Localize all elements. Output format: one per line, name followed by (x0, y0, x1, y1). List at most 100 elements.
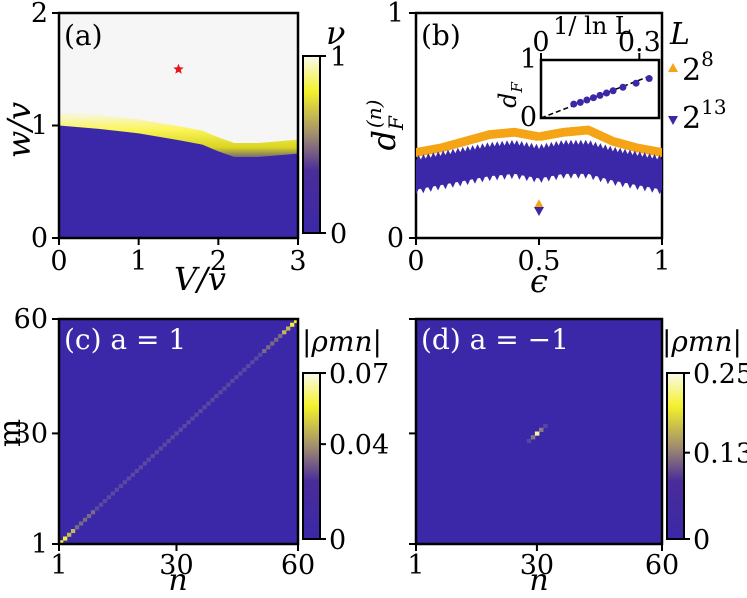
panel-b-y-label: dF(n) (362, 100, 408, 151)
diagonal-cell (118, 484, 124, 489)
diagonal-cell (206, 401, 211, 406)
inset-point (583, 96, 591, 104)
diagonal-cell (226, 382, 231, 387)
x-tick-label: 1 (50, 550, 67, 581)
diagonal-cell (130, 472, 135, 477)
diagonal-cell (154, 450, 159, 455)
legend-2e13-marker (668, 116, 678, 125)
panel-d-colorbar (666, 372, 685, 540)
inset-content (540, 74, 653, 119)
diagonal-cell (82, 517, 88, 522)
panel-b-inset: 0 0.301 1/ ln L dF (494, 12, 661, 133)
star-marker (173, 63, 184, 74)
panel-d-colorbar-label: |ρmn| (662, 325, 742, 358)
panel-a-tag: (a) (64, 19, 103, 52)
center-spot-cell (526, 439, 532, 444)
panel-c-x-ticks: 1 30 60 (50, 544, 315, 581)
inset-point (589, 94, 597, 102)
panel-c-y-label: m (0, 419, 28, 447)
x-tick-label: 1 (653, 246, 670, 277)
panel-d-colorbar-ticks: 0 0.13 0.25 (684, 359, 747, 556)
diagonal-cell (278, 334, 283, 339)
colorbar-tick-label: 0 (693, 525, 710, 556)
colorbar-tick-label: 0.25 (693, 359, 747, 390)
panel-a-colorbar-label: ν (326, 14, 345, 52)
series-2e13-isolated-point (534, 207, 544, 216)
panel-c-colorbar-ticks: 0 0.04 0.07 (320, 359, 389, 556)
inset-x-tick-label: 0.3 (618, 27, 661, 58)
diagonal-cell (134, 469, 139, 474)
inset-point (619, 83, 627, 91)
panel-b: (b) 0 0.5 1 01 ϵ dF(n) 0 0.301 1/ ln L dF L… (362, 0, 727, 300)
x-tick-label: 0.5 (518, 246, 561, 277)
panel-b-x-label: ϵ (530, 262, 548, 300)
diagonal-cell (262, 349, 267, 354)
panel-a-x-label: V/v (174, 260, 226, 298)
x-tick-label: 1 (407, 550, 424, 581)
diagonal-cell (166, 439, 171, 444)
x-tick-label: 1 (130, 246, 147, 277)
legend-2e13-label: 213 (682, 95, 727, 136)
diagonal-cell (70, 529, 76, 534)
inset-point (596, 91, 604, 99)
panel-a-transition-band (59, 111, 298, 163)
inset-point (570, 100, 578, 108)
legend-2e8-marker (668, 63, 678, 72)
series-2e8-isolated-point (534, 199, 544, 209)
diagonal-cell (222, 386, 227, 391)
panel-d-x-ticks: 1 30 60 (407, 544, 679, 581)
panel-c-colorbar-label: |ρmn| (302, 325, 382, 358)
series-2e13-band (416, 139, 662, 195)
inset-point (645, 75, 653, 83)
colorbar-tick-label: 0 (330, 219, 347, 250)
panel-a-topological-region (59, 125, 298, 238)
center-spot-cell (539, 427, 544, 432)
diagonal-cell (138, 465, 143, 470)
diagonal-cell (106, 495, 112, 500)
diagonal-cell (266, 345, 271, 350)
panel-b-legend: L 28 213 (668, 17, 727, 136)
inset-x-label: 1/ ln L (553, 12, 631, 40)
y-tick-label: 1 (387, 0, 404, 29)
diagonal-cell (90, 510, 96, 515)
inset-x-tick-label: 0 (532, 27, 549, 58)
diagonal-cell (114, 487, 120, 492)
diagonal-cell (250, 360, 255, 365)
x-tick-label: 3 (289, 246, 306, 277)
diagonal-cell (186, 420, 191, 425)
panel-d-center-spot (526, 424, 548, 444)
colorbar-tick-label: 0.04 (329, 430, 389, 461)
panel-c-frame (57, 317, 300, 546)
diagonal-cell (59, 540, 64, 545)
diagonal-cell (234, 375, 239, 380)
diagonal-cell (146, 457, 151, 462)
diagonal-cell (142, 461, 147, 466)
diagonal-cell (102, 499, 108, 504)
panel-b-x-ticks: 0 0.5 1 (407, 238, 671, 277)
x-tick-label: 30 (159, 550, 193, 581)
panel-a-colorbar-ticks: 01 (320, 42, 347, 250)
diagonal-cell (94, 506, 100, 511)
diagonal-cell (246, 364, 251, 369)
diagonal-cell (162, 442, 167, 447)
panel-d-tag: (d) a = −1 (421, 323, 569, 356)
colorbar-tick-label: 0.13 (693, 439, 747, 470)
diagonal-cell (210, 397, 215, 402)
center-spot-cell (534, 431, 540, 436)
colorbar-tick-label: 1 (330, 42, 347, 73)
diagonal-cell (202, 405, 207, 410)
diagonal-cell (66, 532, 72, 537)
diagonal-cell (190, 416, 195, 421)
diagonal-cell (98, 502, 104, 507)
diagonal-cell (194, 412, 199, 417)
y-tick-label: 2 (31, 0, 48, 29)
diagonal-cell (254, 356, 259, 361)
svg-text:dF(n): dF(n) (362, 100, 408, 151)
diagonal-cell (294, 319, 299, 324)
panel-c-y-ticks: 1 30 60 (14, 304, 59, 560)
diagonal-cell (270, 341, 275, 346)
diagonal-cell (238, 371, 243, 376)
diagonal-cell (242, 367, 247, 372)
